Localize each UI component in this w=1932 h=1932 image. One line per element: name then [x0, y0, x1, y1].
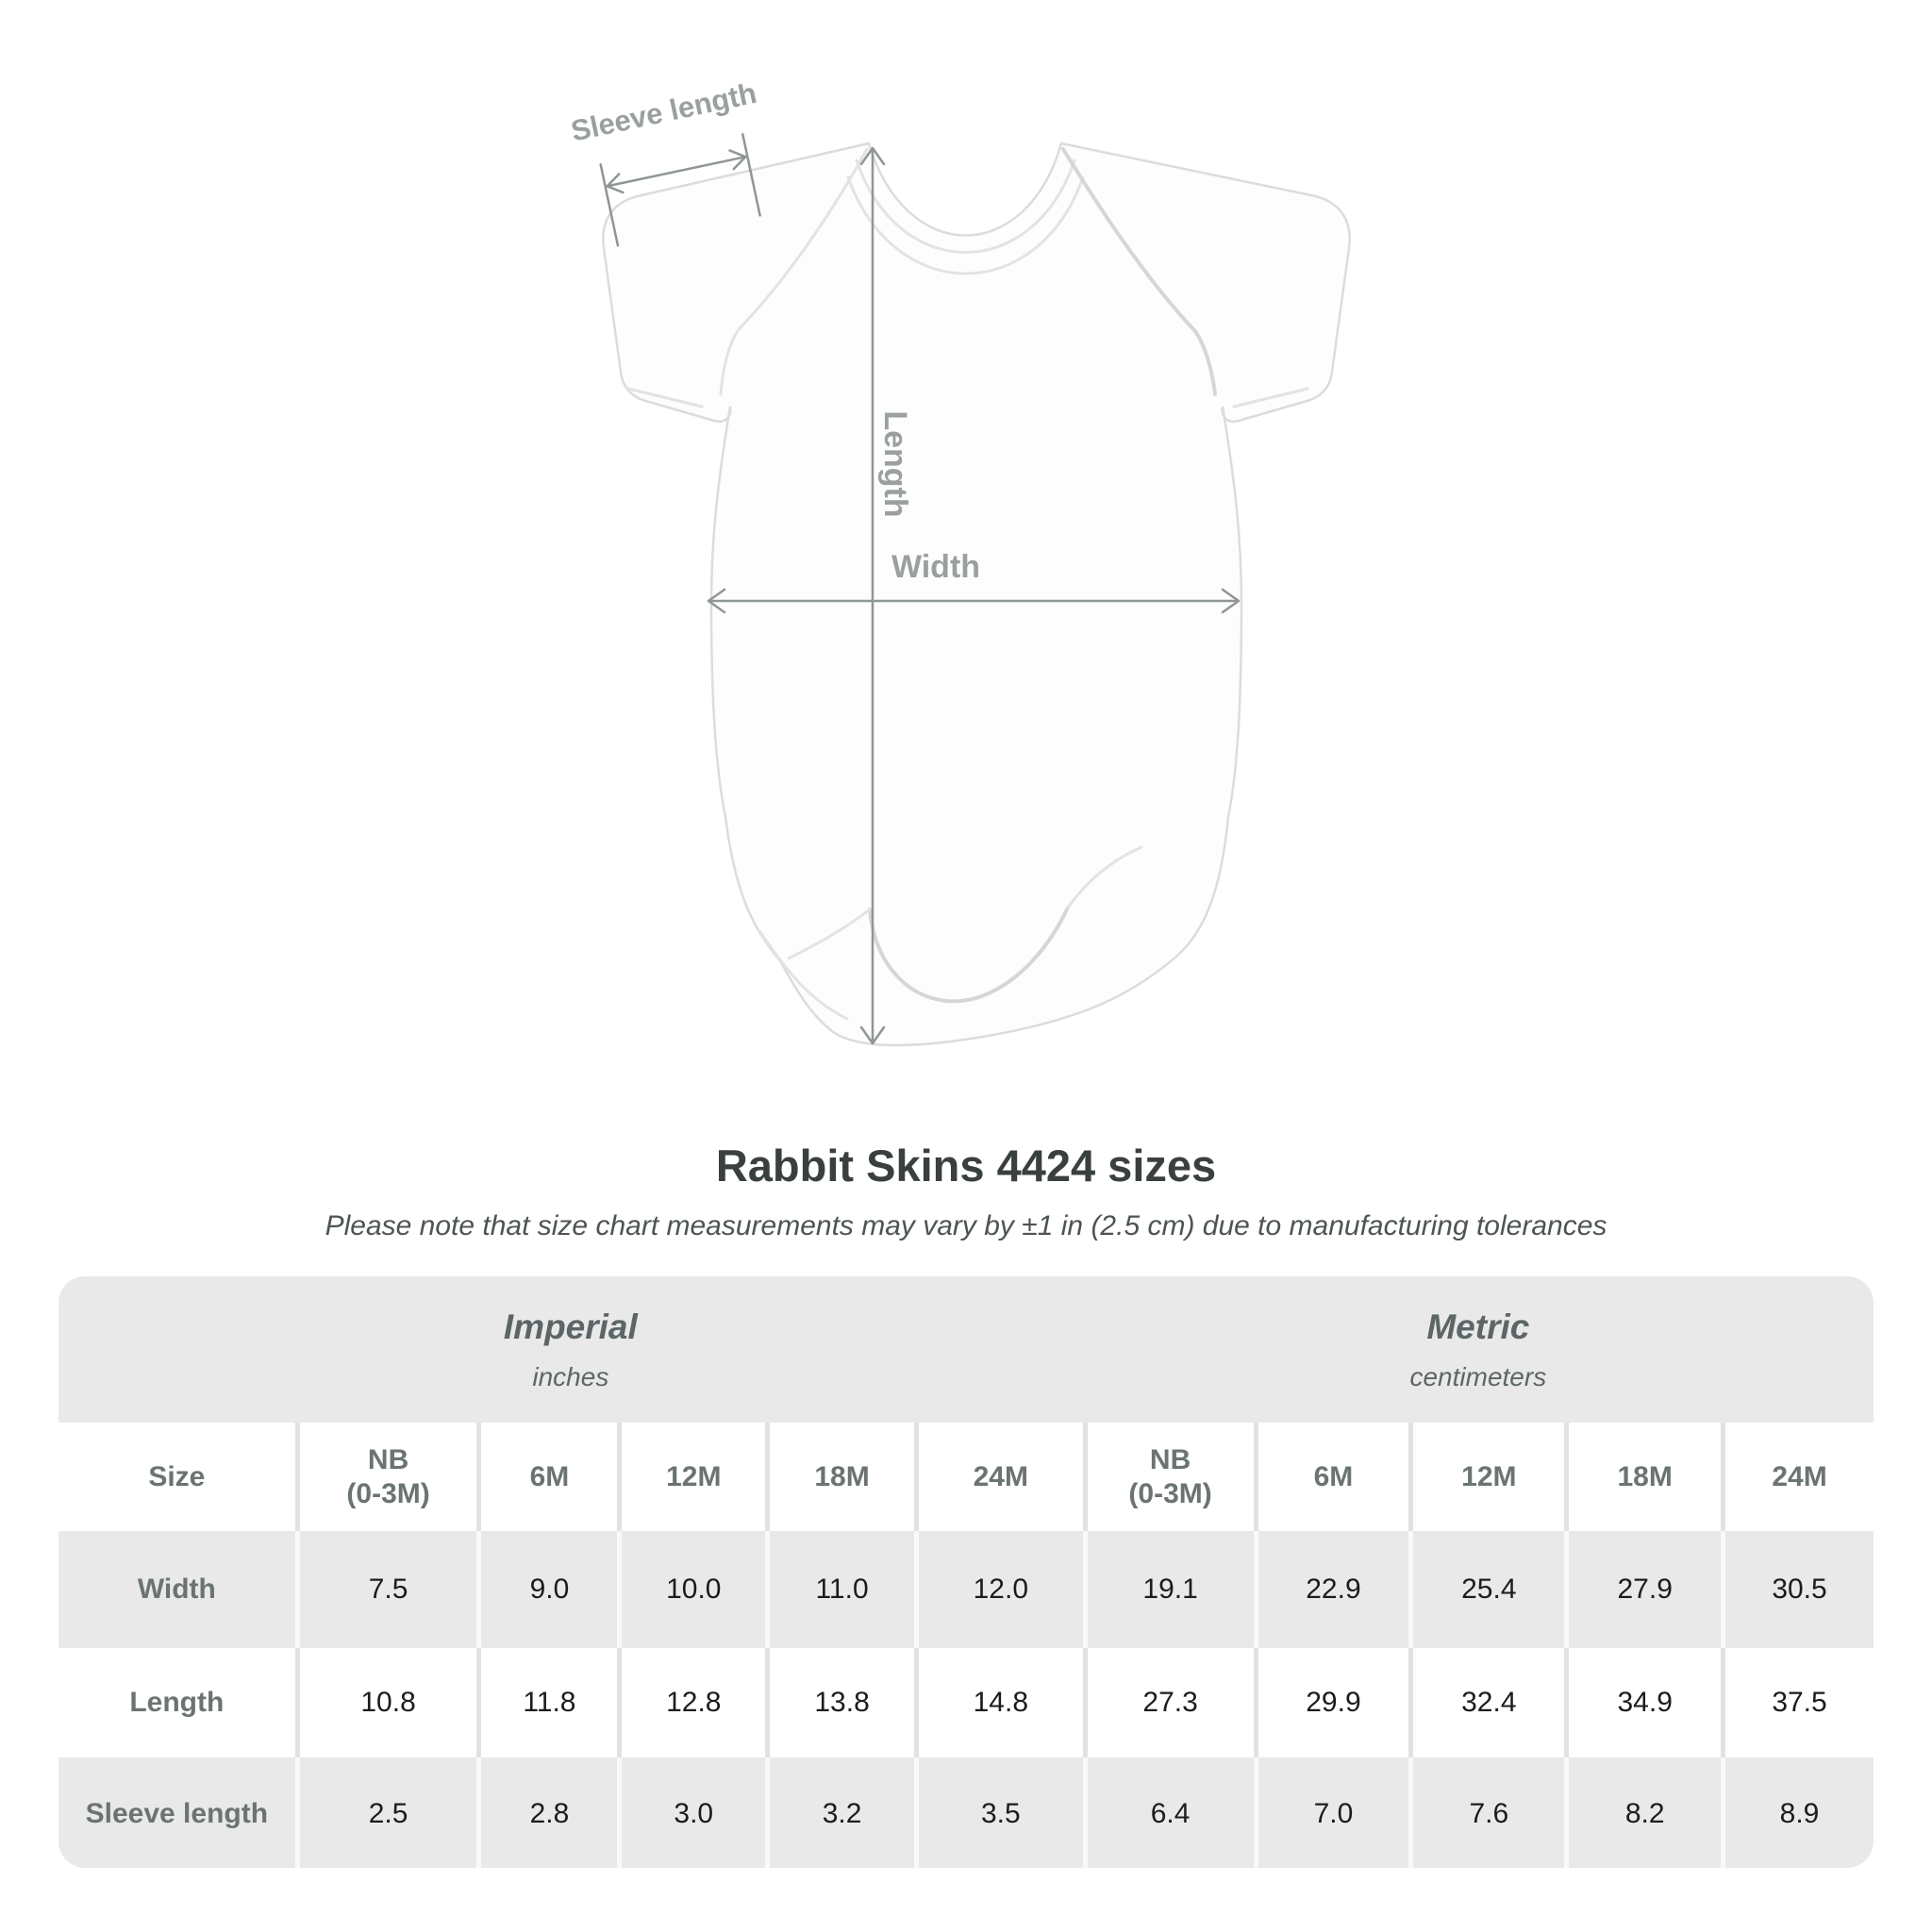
col-header-18m-metric: 18M: [1564, 1423, 1721, 1531]
cell: 25.4: [1408, 1531, 1564, 1648]
imperial-title: Imperial: [503, 1307, 638, 1346]
page-title: Rabbit Skins 4424 sizes: [715, 1141, 1217, 1191]
sleeve-arrow: [606, 155, 747, 188]
col-header-24m-imperial: 24M: [913, 1423, 1083, 1531]
cell: 7.5: [294, 1531, 477, 1648]
length-annotation: Length: [859, 146, 913, 1045]
col-header-24m-metric: 24M: [1721, 1423, 1874, 1531]
crotch-flap-left-edge: [787, 908, 872, 960]
tolerance-note: Please note that size chart measurements…: [325, 1210, 1607, 1241]
row-sleeve-label-cell: Sleeve length: [85, 1798, 269, 1829]
width-label: Width: [891, 549, 980, 585]
cell: 9.0: [476, 1531, 617, 1648]
cell: 32.4: [1408, 1648, 1564, 1757]
size-header-cell: Size: [58, 1423, 295, 1531]
col-header-12m-imperial: 12M: [617, 1423, 765, 1531]
imperial-unit: inches: [532, 1361, 609, 1391]
col-header-nb-metric: NB (0-3M): [1082, 1423, 1254, 1531]
cell: 8.2: [1564, 1757, 1721, 1868]
width-arrowhead-right: [1221, 588, 1241, 614]
crotch-flap-seam: [868, 906, 1070, 1004]
cell: 3.0: [617, 1757, 765, 1868]
bodysuit-diagram: Length Width Sleeve length: [568, 76, 1351, 1047]
right-envelope-fold: [1061, 147, 1217, 396]
col-header-18m-imperial: 18M: [765, 1423, 914, 1531]
length-label: Length: [877, 410, 913, 517]
cell: 37.5: [1721, 1648, 1874, 1757]
col-header-6m-imperial: 6M: [476, 1423, 617, 1531]
cell: 14.8: [913, 1648, 1083, 1757]
unit-header-row: Imperial inches Metric centimeters: [58, 1276, 1874, 1423]
imperial-section-header: Imperial inches: [58, 1276, 1083, 1423]
cell: 10.8: [294, 1648, 477, 1757]
cell: 27.9: [1564, 1531, 1721, 1648]
cell: 7.6: [1408, 1757, 1564, 1868]
left-envelope-fold: [719, 147, 869, 396]
col-header-nb-imperial: NB (0-3M): [294, 1423, 477, 1531]
cell: 30.5: [1721, 1531, 1874, 1648]
length-arrowhead-bottom: [859, 1025, 886, 1045]
cell: 11.8: [476, 1648, 617, 1757]
cell: 22.9: [1253, 1531, 1409, 1648]
cell: 3.2: [765, 1757, 914, 1868]
cell: 12.8: [617, 1648, 765, 1757]
row-width-label-cell: Width: [137, 1574, 216, 1605]
metric-title: Metric: [1426, 1307, 1530, 1346]
sleeve-tick-right: [741, 133, 761, 217]
cell: 10.0: [617, 1531, 765, 1648]
cell: 29.9: [1253, 1648, 1409, 1757]
row-sleeve-length: Sleeve length 2.5 2.8 3.0 3.2 3.5 6.4 7.…: [58, 1757, 1874, 1868]
length-arrowhead-top: [859, 146, 886, 166]
cell: 19.1: [1082, 1531, 1254, 1648]
left-leg-binding: [758, 930, 849, 1021]
sleeve-arrowhead-right: [728, 149, 747, 171]
width-arrowhead-left: [707, 588, 726, 614]
column-header-row: Size NB (0-3M) 6M 12M 18M 24M NB (0-3M): [58, 1423, 1874, 1531]
cell: 7.0: [1253, 1757, 1409, 1868]
sleeve-arrowhead-left: [606, 173, 625, 194]
size-chart-table: Imperial inches Metric centimeters Size …: [58, 1276, 1874, 1868]
cell: 12.0: [913, 1531, 1083, 1648]
row-width: Width 7.5 9.0 10.0 11.0 12.0 19.1 22.9 2…: [58, 1531, 1874, 1648]
sleeve-tick-left: [599, 163, 620, 247]
left-sleeve-hem: [626, 387, 704, 408]
right-sleeve-hem: [1232, 387, 1309, 408]
width-annotation: Width: [707, 549, 1241, 614]
bodysuit-outline: [602, 142, 1351, 1047]
cell: 2.5: [294, 1757, 477, 1868]
cell: 3.5: [913, 1757, 1083, 1868]
size-header-label: Size: [148, 1460, 206, 1492]
col-header-6m-metric: 6M: [1253, 1423, 1409, 1531]
crotch-flap-right-edge: [1066, 845, 1143, 909]
cell: 8.9: [1721, 1757, 1874, 1868]
bodysuit-illustration: [602, 142, 1351, 1047]
row-length: Length 10.8 11.8 12.8 13.8 14.8 27.3 29.…: [58, 1648, 1874, 1757]
cell: 13.8: [765, 1648, 914, 1757]
cell: 6.4: [1082, 1757, 1254, 1868]
metric-unit: centimeters: [1409, 1361, 1547, 1391]
cell: 11.0: [765, 1531, 914, 1648]
cell: 27.3: [1082, 1648, 1254, 1757]
collar-seam: [855, 158, 1076, 254]
metric-section-header: Metric centimeters: [1083, 1276, 1874, 1423]
row-length-label-cell: Length: [129, 1687, 225, 1718]
cell: 34.9: [1564, 1648, 1721, 1757]
sleeve-length-label: Sleeve length: [568, 76, 759, 148]
cell: 2.8: [476, 1757, 617, 1868]
col-header-12m-metric: 12M: [1408, 1423, 1564, 1531]
